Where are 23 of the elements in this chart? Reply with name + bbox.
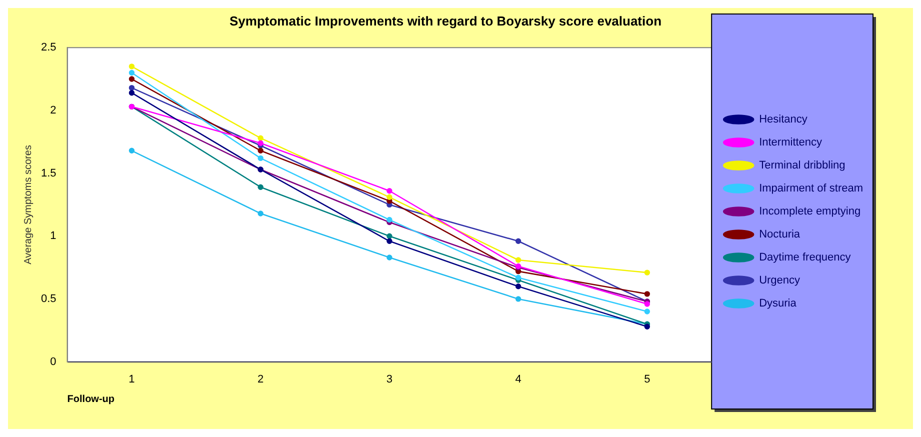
legend-label: Terminal dribbling <box>759 160 846 172</box>
legend-label: Hesitancy <box>759 114 808 126</box>
legend-label: Daytime frequency <box>759 252 852 264</box>
y-tick-label: 1.5 <box>40 167 56 180</box>
x-tick-label: 4 <box>515 373 522 386</box>
y-tick-label: 2.5 <box>40 42 56 54</box>
x-tick-label: 3 <box>386 373 392 386</box>
legend-label: Dysuria <box>759 298 798 310</box>
y-axis-title: Average Symptoms scores <box>22 145 34 264</box>
y-tick-label: 2 <box>50 104 56 116</box>
x-tick-label: 1 <box>128 373 135 386</box>
x-tick-label: 5 <box>644 373 650 386</box>
x-axis-title: Follow-up <box>67 394 115 405</box>
y-tick-label: 0.5 <box>40 292 56 305</box>
x-tick-label: 2 <box>258 373 264 386</box>
y-tick-label: 1 <box>50 230 56 242</box>
legend-label: Intermittency <box>759 136 823 149</box>
legend-label: Nocturia <box>759 228 801 241</box>
chart-title: Symptomatic Improvements with regard to Boyarsky score evaluation <box>229 13 662 28</box>
legend-label: Urgency <box>759 274 801 287</box>
y-tick-label: 0 <box>50 356 56 368</box>
legend-label: Impairment of stream <box>759 182 863 195</box>
legend-label: Incomplete emptying <box>759 206 861 218</box>
